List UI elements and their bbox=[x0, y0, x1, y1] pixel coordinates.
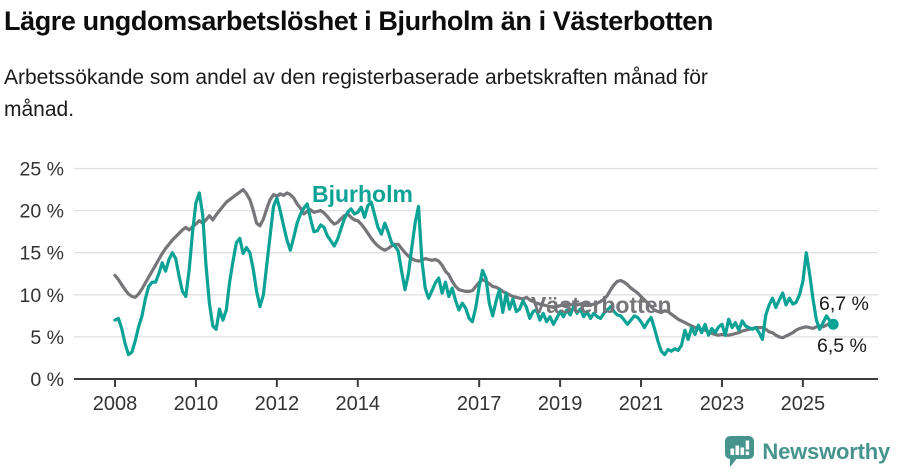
y-tick-label: 0 % bbox=[30, 369, 64, 391]
x-tick-label: 2023 bbox=[700, 393, 745, 415]
x-tick-label: 2017 bbox=[457, 393, 502, 415]
newsworthy-logo-text: Newsworthy bbox=[762, 438, 890, 464]
latest-value-dot bbox=[827, 318, 839, 330]
y-tick-label: 15 % bbox=[20, 243, 64, 265]
newsworthy-brand: Newsworthy bbox=[724, 435, 890, 468]
x-tick-label: 2012 bbox=[255, 393, 300, 415]
x-tick-label: 2025 bbox=[781, 393, 826, 415]
x-tick-label: 2021 bbox=[619, 393, 664, 415]
series-label-bjurholm: Bjurholm bbox=[312, 181, 413, 207]
y-tick-label: 20 % bbox=[20, 201, 64, 223]
end-value-label: 6,5 % bbox=[817, 335, 867, 357]
chart-subtitle: Arbetssökande som andel av den registerb… bbox=[4, 66, 708, 121]
x-tick-label: 2014 bbox=[336, 393, 381, 415]
series-label-västerbotten: Västerbotten bbox=[531, 292, 672, 318]
y-tick-label: 10 % bbox=[20, 285, 64, 307]
chart-title: Lägre ungdomsarbetslöshet i Bjurholm än … bbox=[4, 6, 714, 36]
x-tick-label: 2010 bbox=[174, 393, 219, 415]
y-tick-label: 5 % bbox=[30, 327, 64, 349]
y-tick-label: 25 % bbox=[20, 159, 64, 181]
series-line-bjurholm bbox=[113, 191, 835, 357]
series-line-västerbotten bbox=[113, 188, 835, 340]
x-tick-label: 2008 bbox=[93, 393, 138, 415]
end-value-label: 6,7 % bbox=[819, 293, 869, 315]
newsworthy-logo-icon bbox=[725, 436, 755, 467]
x-tick-label: 2019 bbox=[538, 393, 583, 415]
